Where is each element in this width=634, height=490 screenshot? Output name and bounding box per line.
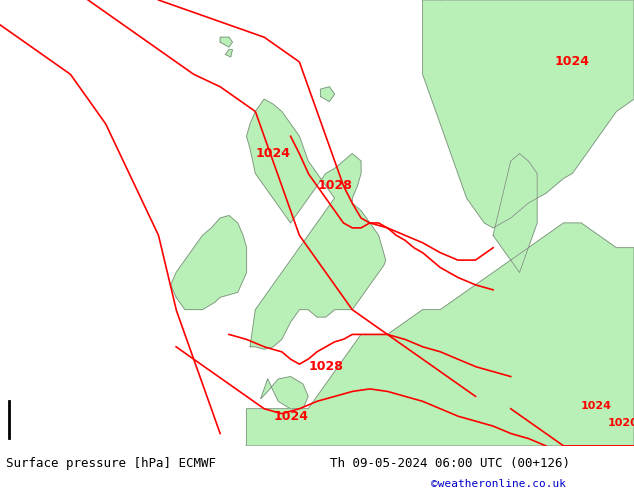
- Polygon shape: [493, 153, 537, 272]
- Text: 1024: 1024: [555, 55, 590, 69]
- Polygon shape: [247, 223, 634, 446]
- Polygon shape: [321, 87, 335, 101]
- Text: 1028: 1028: [308, 360, 343, 373]
- Text: 1024: 1024: [273, 410, 308, 423]
- Polygon shape: [220, 37, 233, 47]
- Polygon shape: [247, 99, 385, 349]
- Text: 1024: 1024: [256, 147, 290, 160]
- Text: 1020: 1020: [607, 418, 634, 428]
- Text: 1024: 1024: [581, 401, 612, 411]
- Text: Surface pressure [hPa] ECMWF: Surface pressure [hPa] ECMWF: [6, 457, 216, 469]
- Polygon shape: [261, 376, 308, 409]
- Polygon shape: [423, 0, 634, 228]
- Text: 1028: 1028: [317, 179, 352, 192]
- Polygon shape: [171, 216, 247, 310]
- Text: Th 09-05-2024 06:00 UTC (00+126): Th 09-05-2024 06:00 UTC (00+126): [330, 457, 570, 469]
- Polygon shape: [226, 49, 233, 57]
- Text: ©weatheronline.co.uk: ©weatheronline.co.uk: [431, 479, 566, 489]
